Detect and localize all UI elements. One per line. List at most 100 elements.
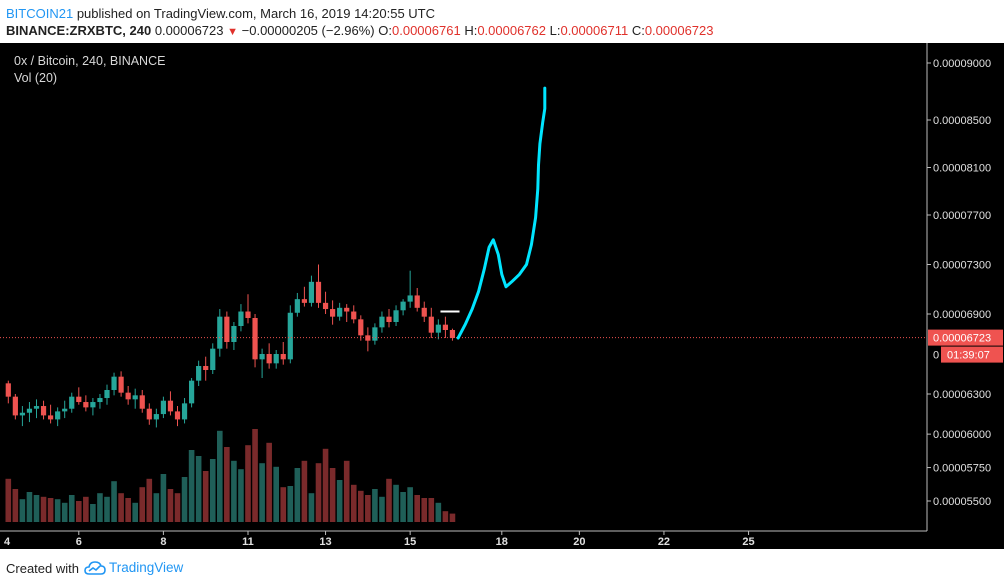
volume-bar	[47, 498, 54, 522]
volume-bar	[12, 489, 19, 522]
candle	[273, 350, 279, 369]
price-tick-label: 0.00006300	[933, 389, 991, 401]
symbol-info: BINANCE:ZRXBTC, 240 0.00006723 ▼ −0.0000…	[6, 23, 714, 38]
candle	[337, 302, 343, 321]
candle	[428, 307, 434, 338]
volume-bar	[421, 498, 428, 522]
author-link[interactable]: BITCOIN21	[6, 6, 74, 21]
candle	[301, 286, 307, 307]
volume-bar	[26, 492, 33, 522]
candle	[351, 305, 357, 324]
volume-bar	[217, 430, 223, 522]
candle-body	[132, 395, 138, 400]
header-bar: BITCOIN21 published on TradingView.com, …	[0, 0, 1004, 40]
close-value: 0.00006723	[644, 23, 714, 38]
countdown-label: 01:39:07	[947, 350, 990, 362]
candle-body	[125, 392, 131, 400]
candle	[203, 356, 209, 381]
high-label: H:	[464, 23, 478, 38]
volume-bar	[188, 450, 195, 522]
candle-body	[19, 412, 25, 416]
published-text: published on TradingView.com, March 16, …	[76, 6, 436, 21]
candle-body	[386, 316, 392, 322]
candle	[386, 309, 392, 328]
volume-bar	[83, 496, 89, 522]
candle	[153, 408, 159, 428]
candle-body	[139, 395, 145, 409]
volume-bar	[97, 493, 103, 522]
candle	[393, 305, 399, 326]
candle-body	[167, 400, 174, 412]
candle-body	[245, 311, 251, 318]
candle-body	[40, 406, 47, 416]
candle	[12, 394, 18, 420]
candle-body	[252, 318, 258, 360]
chart-area[interactable]: 0.00009000 0.00008500 0.00008100 0.00007700…	[0, 43, 1004, 549]
candle	[189, 378, 195, 408]
volume-bar	[224, 447, 230, 522]
time-tick-label: 11	[242, 536, 254, 548]
volume-bar	[259, 463, 265, 522]
candle	[55, 407, 61, 427]
volume-bar	[139, 487, 146, 522]
candle-body	[421, 307, 427, 317]
candle-body	[365, 335, 371, 341]
candle	[125, 386, 131, 405]
candle	[217, 309, 223, 357]
candle	[315, 264, 322, 308]
volume-bar	[209, 459, 216, 522]
open-label: O:	[378, 23, 392, 38]
volume-bar	[336, 480, 343, 522]
candle-body	[266, 354, 272, 364]
volume-bar	[372, 489, 378, 522]
volume-bar	[442, 511, 449, 522]
tradingview-logo[interactable]: TradingView	[84, 560, 183, 575]
price-tick-label: 0.00006900	[933, 309, 991, 321]
candle	[90, 398, 96, 416]
candle	[259, 348, 265, 378]
candle-body	[97, 398, 103, 403]
volume-bar	[449, 513, 456, 522]
time-tick-label: 25	[742, 536, 754, 548]
price-tick-label: 0.00009000	[933, 58, 991, 70]
candle-body	[224, 316, 230, 342]
candle	[196, 360, 202, 386]
candle-body	[280, 354, 286, 360]
candle-body	[104, 390, 110, 399]
price-change: −0.00000205 (−2.96%)	[241, 23, 375, 38]
time-tick-label: 15	[404, 536, 416, 548]
candle-body	[315, 281, 322, 303]
volume-bar	[280, 487, 287, 522]
volume-bar	[414, 495, 420, 522]
candle-body	[400, 301, 406, 311]
candle	[139, 390, 145, 413]
countdown-axis-glyph: 0	[933, 350, 939, 362]
candle	[294, 292, 300, 317]
volume-bar	[195, 456, 202, 522]
volume-bar	[322, 448, 329, 522]
open-value: 0.00006761	[392, 23, 461, 38]
candle-body	[111, 376, 117, 390]
volume-legend: Vol (20)	[14, 71, 58, 85]
candle-body	[428, 316, 434, 333]
candle	[33, 399, 40, 419]
candle-body	[358, 319, 364, 336]
candle	[280, 342, 286, 365]
candle	[167, 391, 174, 416]
down-triangle-icon: ▼	[227, 26, 239, 38]
price-chart[interactable]: 0.00009000 0.00008500 0.00008100 0.00007700…	[0, 43, 1004, 549]
candle-body	[308, 281, 315, 303]
candle	[210, 343, 216, 374]
volume-bar	[90, 504, 96, 522]
candle	[372, 323, 378, 345]
candle-body	[203, 366, 209, 370]
volume-bar	[61, 502, 68, 522]
low-value: 0.00006711	[560, 23, 629, 38]
candle-body	[407, 295, 413, 302]
price-tick-label: 0.00005750	[933, 463, 991, 475]
volume-bar	[181, 477, 188, 522]
candle	[62, 400, 68, 419]
candle	[344, 304, 350, 322]
candle-body	[62, 408, 68, 412]
price-tick-label: 0.00008100	[933, 163, 991, 175]
